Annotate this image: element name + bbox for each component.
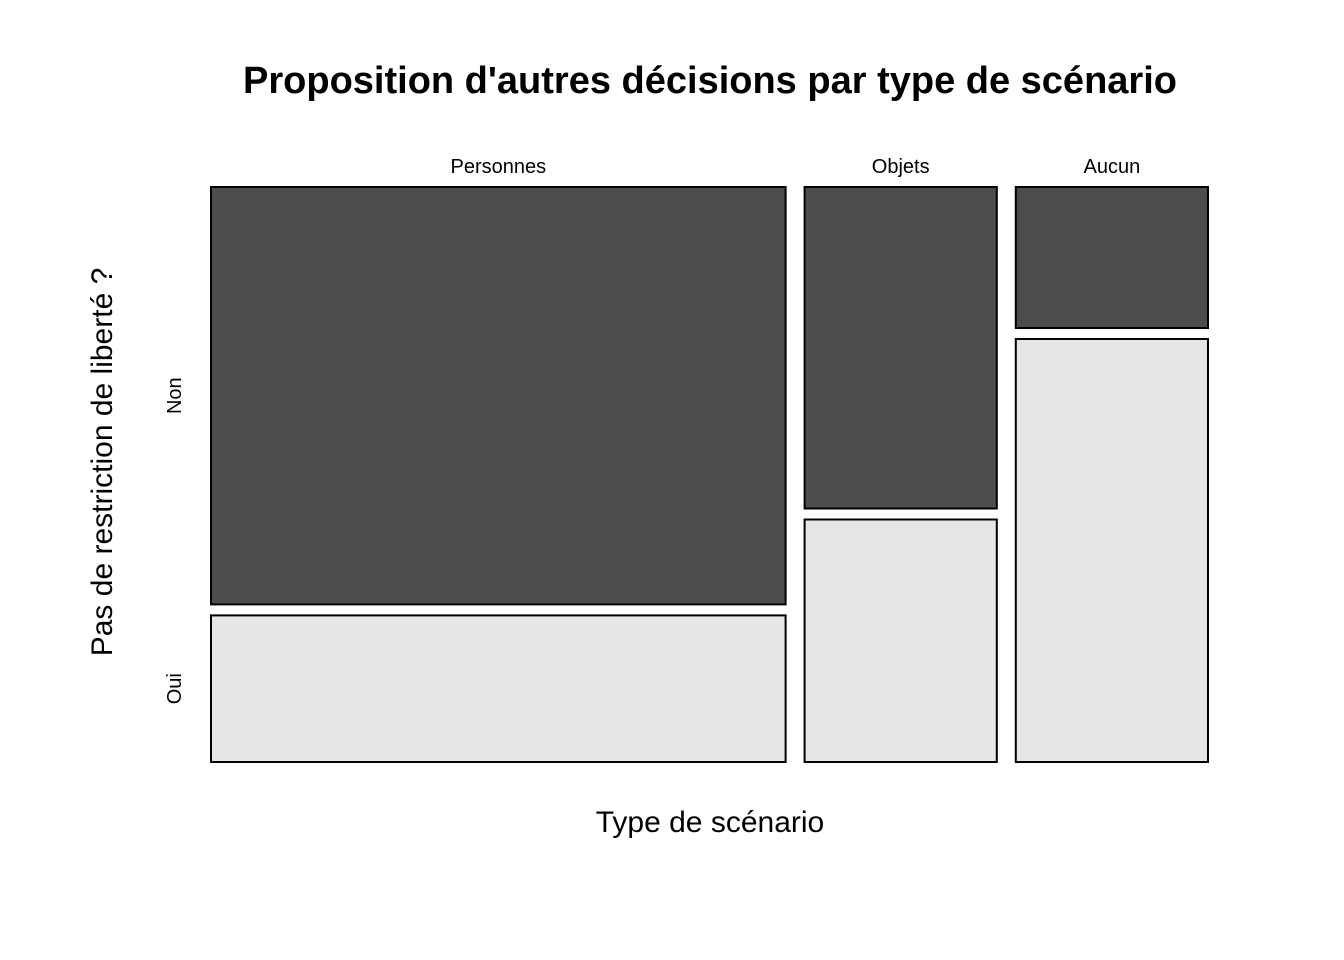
column-label-objets: Objets: [872, 156, 930, 178]
mosaic-tick-labels: Personnes Objets Aucun Non Oui: [164, 156, 1140, 704]
mosaic-tiles: [210, 186, 1209, 764]
column-label-aucun: Aucun: [1084, 156, 1141, 178]
tile-objets-non: [803, 186, 998, 510]
row-label-non: Non: [164, 377, 186, 414]
column-label-personnes: Personnes: [450, 156, 546, 178]
chart-title: Proposition d'autres décisions par type …: [243, 60, 1177, 102]
row-label-oui: Oui: [164, 673, 186, 704]
tile-objets-oui: [803, 518, 998, 763]
tile-personnes-oui: [210, 614, 787, 764]
tile-aucun-non: [1014, 186, 1209, 329]
x-axis-label: Type de scénario: [596, 806, 824, 839]
y-axis-label: Pas de restriction de liberté ?: [86, 268, 119, 657]
tile-personnes-non: [210, 186, 787, 606]
tile-aucun-oui: [1014, 338, 1209, 763]
